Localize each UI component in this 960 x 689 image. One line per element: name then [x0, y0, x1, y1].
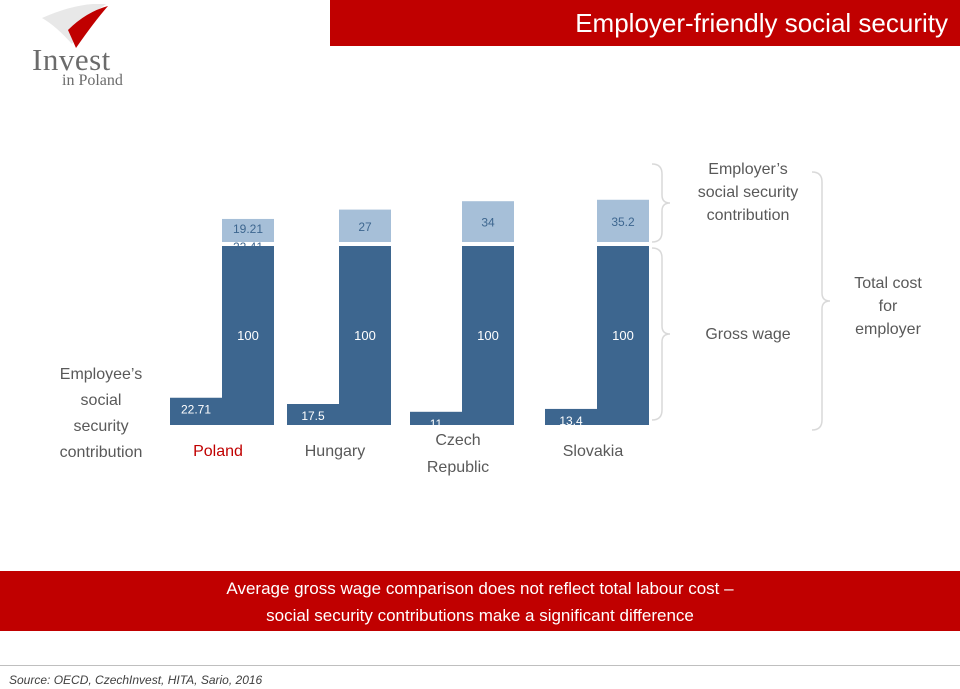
gross-wage-bar — [339, 246, 391, 425]
stacked-bar-chart: 100 19.21 22.41 22.71 Poland 100 27 17.5 Hungary… — [170, 163, 831, 476]
employer-contribution-brace — [651, 163, 671, 243]
total-label-line: Total cost — [854, 275, 922, 292]
employee-contribution-label: Employee’s social security contribution — [52, 362, 150, 466]
employee-contribution-value-label: 11 — [430, 417, 443, 431]
logo-subtitle: in Poland — [62, 72, 123, 89]
total-label-line: for — [878, 298, 898, 315]
gross-wage-label: Gross wage — [705, 326, 791, 343]
gross-wage-value-label: 100 — [237, 328, 259, 343]
employee-contribution-bar — [410, 411, 462, 425]
employer-contribution-bar — [462, 201, 514, 242]
footer-banner: Average gross wage comparison does not r… — [0, 571, 960, 631]
logo-word: Invest — [32, 42, 111, 77]
category-label: Czech — [435, 432, 480, 449]
source-divider — [0, 665, 960, 666]
total-cost-label: Total cost for employer — [838, 272, 938, 341]
gross-wage-value-label: 100 — [612, 328, 634, 343]
employer-contribution-value-label: 19.21 — [233, 222, 263, 236]
employee-label-line: security — [73, 418, 129, 435]
employee-label-line: Employee’s — [59, 366, 143, 383]
category-label: Slovakia — [563, 443, 624, 460]
employer-contribution-value-label: 35.2 — [611, 215, 635, 229]
invest-in-poland-logo — [28, 3, 138, 96]
employer-contribution-bar — [222, 218, 274, 242]
gross-wage-bar — [222, 246, 274, 425]
employee-contribution-value-label: 13,4 — [559, 414, 583, 428]
footer-line-1: Average gross wage comparison does not r… — [226, 579, 734, 598]
employee-label-line: contribution — [59, 444, 143, 461]
employer-contribution-value-label: 34 — [481, 216, 495, 230]
employer-label-line: social security — [697, 184, 799, 201]
source-note: Source: OECD, CzechInvest, HITA, Sario, … — [9, 673, 263, 687]
gross-wage-brace — [651, 247, 671, 421]
gross-wage-value-label: 100 — [477, 328, 499, 343]
total-cost-brace — [811, 171, 831, 431]
employer-contribution-value-label: 22.41 — [233, 240, 263, 254]
gross-wage-bar — [597, 246, 649, 425]
page-title: Employer-friendly social security — [330, 0, 960, 46]
employer-contribution-bar — [597, 199, 649, 242]
employer-label-line: Employer’s — [708, 161, 788, 178]
employer-label-line: contribution — [706, 207, 790, 224]
category-label: Republic — [427, 459, 489, 476]
category-label: Poland — [193, 443, 243, 460]
footer-line-2: social security contributions make a sig… — [266, 606, 694, 625]
employer-contribution-label: Employer’s social security contribution — [683, 158, 813, 227]
total-label-line: employer — [855, 321, 921, 338]
employee-contribution-value-label: 22.71 — [181, 403, 211, 417]
employee-contribution-value-label: 17.5 — [301, 409, 325, 423]
employer-contribution-bar — [339, 209, 391, 242]
gross-wage-value-label: 100 — [354, 328, 376, 343]
employer-contribution-value-label: 27 — [358, 220, 372, 234]
employee-contribution-bar — [545, 408, 597, 425]
employee-contribution-bar — [170, 397, 222, 425]
gross-wage-bar — [462, 246, 514, 425]
employee-label-line: social — [80, 392, 122, 409]
employee-contribution-bar — [287, 404, 339, 425]
category-label: Hungary — [305, 443, 365, 460]
flag-icon — [42, 3, 108, 48]
